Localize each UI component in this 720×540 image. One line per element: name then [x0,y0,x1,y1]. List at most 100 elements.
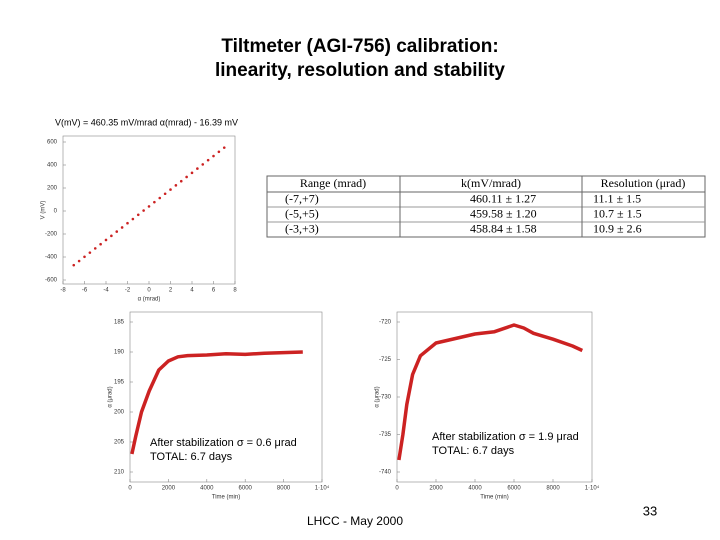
y-tick-label: 195 [114,380,125,386]
x-tick-label: 8000 [546,486,560,492]
point [131,217,135,221]
point [72,263,76,267]
data-line [130,350,303,455]
y-tick-label: -720 [379,320,392,326]
chart: 0 2000 4000 6000 8000 1·10⁴ 185 190 195 200 205 210… [108,311,330,501]
x-axis-label: Time (min) [480,495,508,501]
point [104,238,108,242]
table-header: Range (mrad) [300,176,366,190]
y-tick-label: 190 [114,350,125,356]
y-tick-label: -725 [379,357,392,363]
y-tick-label: -735 [379,432,392,438]
point [169,188,172,191]
x-tick-label: 4000 [468,486,482,492]
annotation: After stabilization σ = 0.6 μrad [150,437,297,449]
y-tick-label: -740 [379,470,392,476]
point [190,171,194,175]
annotation: TOTAL: 6.7 days [150,451,233,463]
y-tick-label: -730 [379,395,392,401]
slide-title: Tiltmeter (AGI-756) calibration: [221,36,498,57]
y-tick-label: -400 [45,255,58,261]
y-tick-label: 205 [114,440,125,446]
y-tick-label: -200 [45,232,58,238]
y-tick-label: 200 [114,410,125,416]
annotation: V(mV) = 460.35 mV/mrad α(mrad) - 16.39 m… [55,117,238,127]
table-cell: 460.11 ± 1.27 [470,191,536,205]
x-tick-label: 2000 [429,486,443,492]
x-tick-label: 8 [233,288,237,294]
table-cell: 10.7 ± 1.5 [593,206,642,220]
x-tick-label: 0 [147,288,151,294]
plot-frame [62,135,236,285]
table-cell: 459.58 ± 1.20 [470,206,537,220]
table-cell: 11.1 ± 1.5 [593,191,641,205]
x-axis-label: α (mrad) [138,297,161,303]
slide-title: linearity, resolution and stability [215,60,505,81]
point [153,200,156,204]
y-tick-label: 600 [47,140,58,146]
y-axis-label: V (mV) [41,201,47,220]
x-tick-label: -8 [60,288,66,294]
point [142,209,145,212]
y-tick-label: 185 [114,320,125,326]
table-cell: 10.9 ± 2.6 [593,221,642,235]
point [212,154,215,158]
annotation: After stabilization σ = 1.9 μrad [432,431,579,443]
x-tick-label: 4 [190,288,194,294]
point [222,146,226,149]
point [83,255,86,259]
table-cell: (-5,+5) [285,206,319,220]
point [93,247,97,250]
y-tick-label: 200 [47,186,58,192]
point [136,213,140,217]
point [179,179,183,183]
x-tick-label: -2 [125,288,131,294]
table-header: k(mV/mrad) [461,176,521,190]
plot-frame [129,311,323,483]
point [77,259,81,263]
x-tick-label: 0 [395,486,399,492]
chart: -8 -6 -4 -2 0 2 4 6 8 600 400 200 0 -200 -400 -600 α (mr… [41,117,238,302]
point [88,251,92,254]
x-tick-label: 8000 [277,486,291,492]
x-axis-label: Time (min) [212,495,240,501]
point [99,242,102,246]
chart: 0 2000 4000 6000 8000 1·10⁴ -720 -725 -730 -735 -7… [375,311,600,501]
annotation: TOTAL: 6.7 days [432,445,515,457]
point [147,205,151,208]
point [174,184,178,187]
x-tick-label: 1·10⁴ [585,485,600,492]
x-tick-label: 6000 [239,486,253,492]
x-tick-label: 0 [128,486,132,492]
y-tick-label: 0 [54,209,58,215]
y-tick-label: 400 [47,163,58,169]
point [206,158,210,162]
table: Range (mrad) k(mV/mrad) Resolution (μrad) (… [266,175,706,238]
table-header: Resolution (μrad) [601,176,686,190]
y-tick-label: -600 [45,278,58,284]
point [126,221,129,225]
point [115,230,119,233]
point [163,192,167,196]
x-tick-label: 2 [169,288,173,294]
table-cell: 458.84 ± 1.58 [470,221,537,235]
x-tick-label: -6 [82,288,88,294]
point [120,226,124,229]
point [185,175,188,179]
x-tick-label: -4 [103,288,109,294]
table-cell: (-7,+7) [285,191,319,205]
x-tick-label: 1·10⁴ [315,485,330,492]
point [201,163,205,166]
point [158,196,162,200]
data-line [397,323,584,461]
page-number: 33 [643,503,657,518]
y-axis-label: α (μrad) [375,386,381,407]
x-tick-label: 6 [212,288,216,294]
x-tick-label: 4000 [200,486,214,492]
x-tick-label: 2000 [162,486,176,492]
point [110,234,113,238]
x-tick-label: 6000 [507,486,521,492]
point [196,167,199,170]
footer: LHCC - May 2000 [307,514,403,528]
